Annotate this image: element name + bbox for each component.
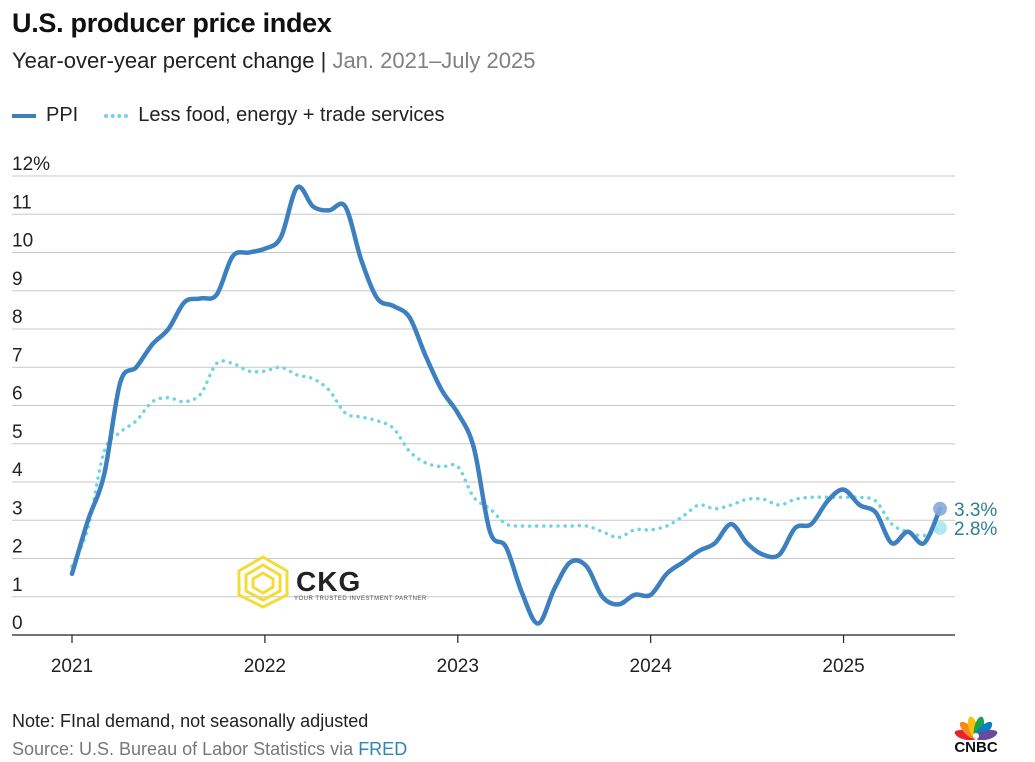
y-tick-label-6: 6 — [12, 384, 23, 405]
y-tick-label-3: 3 — [12, 498, 23, 519]
chart-note: Note: FInal demand, not seasonally adjus… — [12, 711, 369, 731]
ckg-name: CKG — [296, 566, 362, 597]
y-tick-label-1: 1 — [12, 575, 23, 596]
legend-swatch-ppi — [12, 113, 36, 118]
source-text: Source: U.S. Bureau of Labor Statistics … — [12, 739, 354, 759]
legend-swatch-core — [104, 113, 129, 118]
x-tick-label-2024: 2024 — [630, 656, 673, 677]
ckg-watermark: CKG YOUR TRUSTED INVESTMENT PARTNER — [236, 554, 426, 610]
legend-label-core: Less food, energy + trade services — [138, 104, 445, 126]
chart-title: U.S. producer price index — [12, 8, 332, 38]
y-tick-label-4: 4 — [12, 460, 23, 481]
series-line-1 — [70, 359, 942, 568]
subtitle-date-range: Jan. 2021–July 2025 — [332, 48, 536, 73]
legend-item-ppi: PPI — [12, 104, 78, 127]
x-tick-label-2023: 2023 — [437, 656, 479, 677]
fred-link[interactable]: FRED — [358, 739, 408, 759]
y-tick-label-10: 10 — [12, 231, 33, 252]
y-tick-label-12: 12% — [12, 154, 50, 175]
series-end-point-1 — [933, 520, 947, 535]
x-tick-label-2025: 2025 — [822, 656, 864, 677]
chart-source: Source: U.S. Bureau of Labor Statistics … — [12, 739, 407, 760]
cnbc-logo: CNBC — [948, 712, 1004, 760]
legend-label-ppi: PPI — [46, 104, 79, 126]
series-end-label-0: 3.3% — [954, 500, 997, 521]
y-tick-label-2: 2 — [12, 537, 23, 558]
y-tick-label-5: 5 — [12, 422, 23, 443]
subtitle-main: Year-over-year percent change | — [12, 48, 327, 73]
series-end-point-0 — [933, 501, 947, 516]
y-tick-label-11: 11 — [12, 192, 32, 213]
series-end-label-1: 2.8% — [954, 519, 997, 540]
legend-item-core: Less food, energy + trade services — [104, 104, 445, 127]
series-line-0 — [69, 184, 943, 626]
x-tick-label-2022: 2022 — [244, 656, 286, 677]
y-tick-label-0: 0 — [12, 613, 23, 634]
y-tick-label-8: 8 — [12, 307, 23, 328]
chart-legend: PPI Less food, energy + trade services — [12, 104, 471, 127]
chart-subtitle: Year-over-year percent change | Jan. 202… — [12, 48, 536, 74]
cnbc-wordmark: CNBC — [954, 739, 998, 756]
y-tick-label-7: 7 — [12, 345, 23, 366]
x-tick-label-2021: 2021 — [51, 656, 93, 677]
ckg-logo-icon — [237, 555, 289, 609]
ckg-tagline: YOUR TRUSTED INVESTMENT PARTNER — [294, 596, 427, 602]
y-tick-label-9: 9 — [12, 269, 23, 290]
peacock-icon — [954, 716, 998, 741]
